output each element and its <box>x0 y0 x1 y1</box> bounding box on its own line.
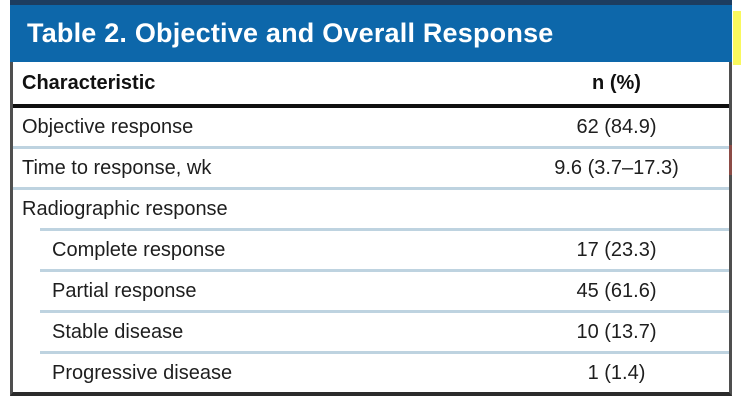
row-divider <box>40 310 729 313</box>
row-value: 45 (61.6) <box>576 279 657 302</box>
row-label: Radiographic response <box>22 197 228 220</box>
row-divider <box>40 351 729 354</box>
column-header-row: Characteristic n (%) <box>13 62 729 108</box>
row-value: 10 (13.7) <box>576 320 657 343</box>
row-value: 62 (84.9) <box>576 115 657 138</box>
table-row-objective-response: Objective response 62 (84.9) <box>13 108 729 146</box>
table-2-card: Table 2. Objective and Overall Response … <box>10 0 741 396</box>
row-label: Progressive disease <box>52 361 233 384</box>
table-row-progressive-disease: Progressive disease 1 (1.4) <box>13 354 729 392</box>
table-row-radiographic-response: Radiographic response <box>13 190 729 228</box>
row-label: Complete response <box>52 238 226 261</box>
row-label: Objective response <box>22 115 194 138</box>
table-title: Table 2. Objective and Overall Response <box>27 18 554 48</box>
table-row-partial-response: Partial response 45 (61.6) <box>13 272 729 310</box>
row-label: Stable disease <box>52 320 184 343</box>
row-divider <box>40 228 729 231</box>
table-row-stable-disease: Stable disease 10 (13.7) <box>13 313 729 351</box>
row-label: Partial response <box>52 279 197 302</box>
scan-mark-artifact <box>729 145 732 175</box>
highlighter-artifact <box>733 11 741 65</box>
row-label: Time to response, wk <box>22 156 212 179</box>
column-header-characteristic: Characteristic <box>22 71 156 94</box>
row-divider <box>40 269 729 272</box>
row-value: 9.6 (3.7–17.3) <box>554 156 679 179</box>
row-value: 1 (1.4) <box>587 361 646 384</box>
row-divider <box>13 187 729 190</box>
table-body: Characteristic n (%) Objective response … <box>10 62 732 396</box>
table-title-bar: Table 2. Objective and Overall Response <box>10 0 741 65</box>
row-divider <box>13 146 729 149</box>
column-header-n-percent: n (%) <box>592 71 641 94</box>
table-row-complete-response: Complete response 17 (23.3) <box>13 231 729 269</box>
row-value: 17 (23.3) <box>576 238 657 261</box>
table-row-time-to-response: Time to response, wk 9.6 (3.7–17.3) <box>13 149 729 187</box>
